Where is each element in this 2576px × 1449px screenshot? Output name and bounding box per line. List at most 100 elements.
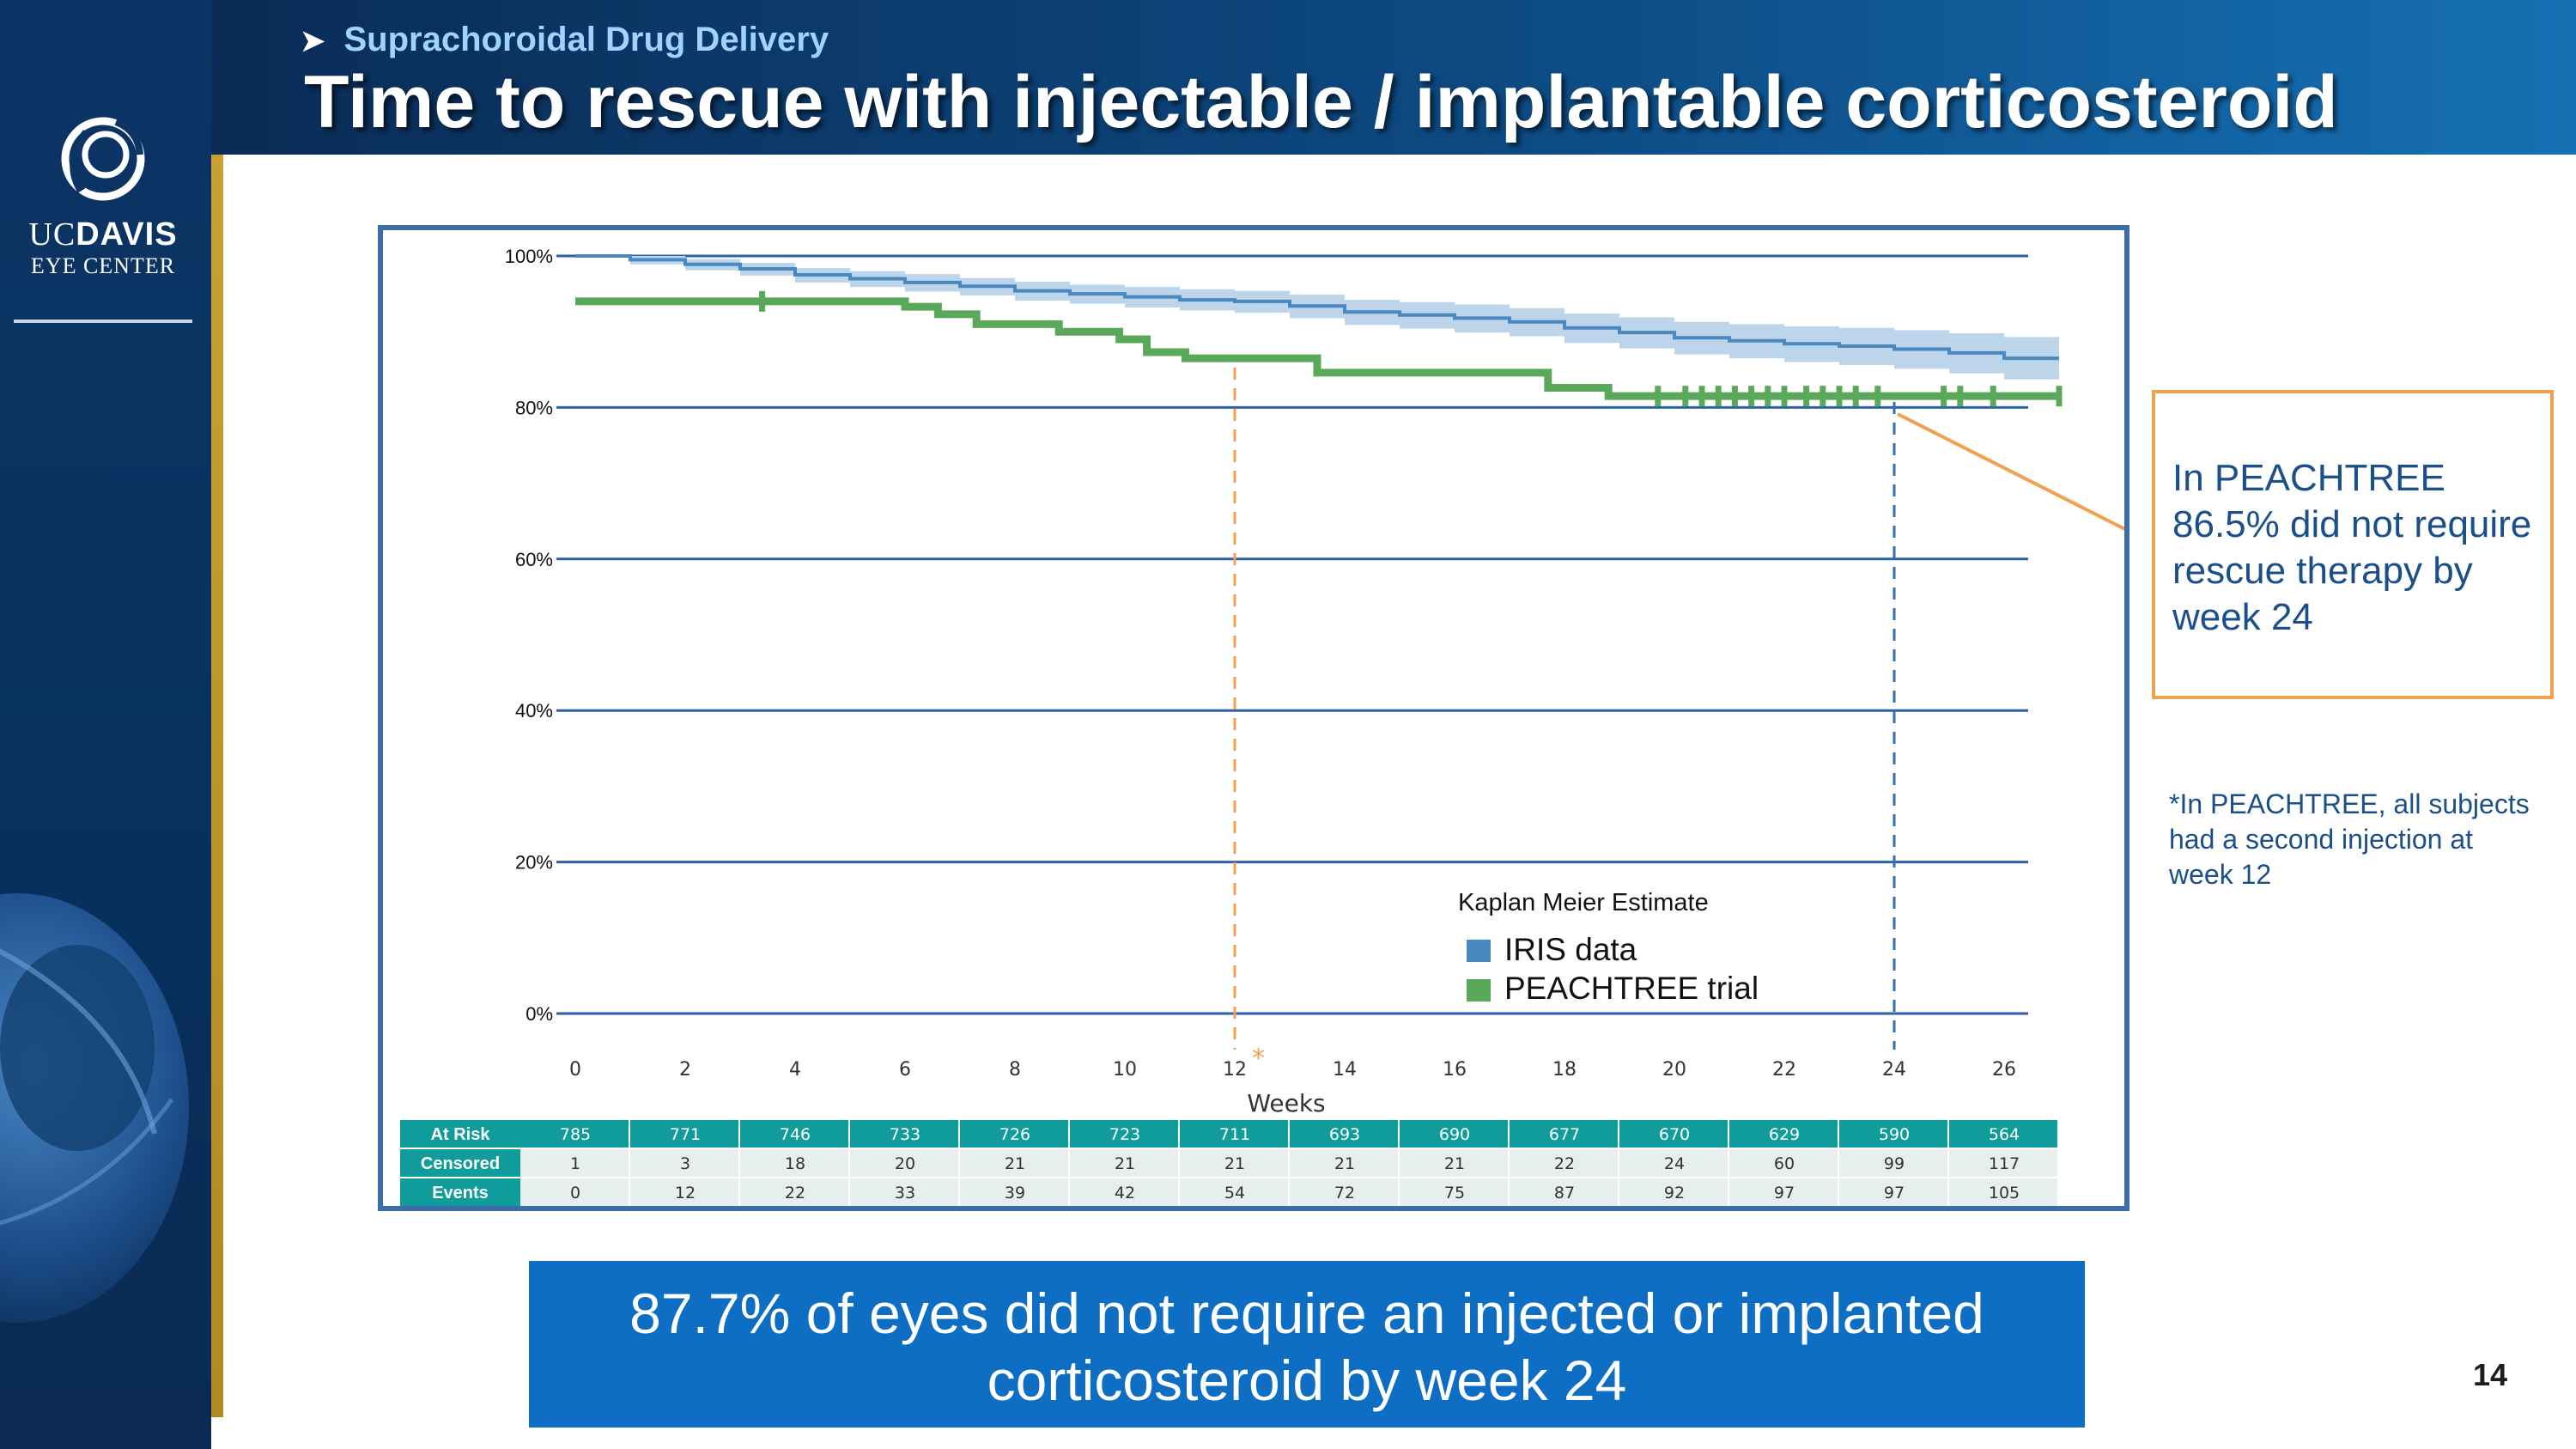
risk-cell-2-3: 33 <box>895 1184 915 1202</box>
legend-swatch-iris <box>1467 940 1491 962</box>
risk-cell-1-0: 1 <box>570 1154 580 1173</box>
callout-arrow <box>1897 412 2124 531</box>
risk-cell-1-4: 21 <box>1005 1154 1025 1173</box>
risk-cell-1-11: 60 <box>1774 1154 1795 1173</box>
risk-cell-0-8: 690 <box>1439 1125 1470 1144</box>
series-lines <box>575 254 2059 400</box>
risk-cell-bg-1-5 <box>1070 1149 1178 1177</box>
y-tick-label-80: 80% <box>515 397 553 418</box>
y-tick-label-100: 100% <box>505 246 553 267</box>
x-tick-asterisk-marker: * <box>1252 1044 1265 1074</box>
risk-cell-1-3: 20 <box>895 1154 915 1173</box>
risk-row-label-1: Censored <box>421 1154 500 1173</box>
risk-cell-bg-0-8 <box>1400 1120 1508 1148</box>
risk-cell-bg-2-6 <box>1180 1178 1288 1206</box>
risk-cell-bg-1-3 <box>850 1149 958 1177</box>
risk-cell-1-1: 3 <box>680 1154 690 1173</box>
slide-title: Time to rescue with injectable / implant… <box>304 61 2338 143</box>
risk-cell-2-8: 75 <box>1444 1184 1465 1202</box>
risk-cell-bg-2-2 <box>740 1178 848 1206</box>
kaplan-meier-chart: 0%20%40%60%80%100% 0 2 4 6 8 10 12 14 16 18 20 22 24… <box>400 246 2124 1206</box>
risk-cell-0-1: 771 <box>670 1125 701 1144</box>
x-tick-label-8: 8 <box>1009 1059 1021 1081</box>
y-tick-labels: 0% 20% 40% 60% 80% 100% <box>505 246 553 1025</box>
risk-cell-bg-1-4 <box>960 1149 1068 1177</box>
risk-cell-2-1: 12 <box>675 1184 696 1202</box>
risk-cell-bg-2-12 <box>1839 1178 1947 1206</box>
risk-cell-bg-1-13 <box>1949 1149 2057 1177</box>
header-band <box>211 0 2576 155</box>
x-tick-label-26: 26 <box>1992 1059 2016 1081</box>
summary-line-1: 87.7% of eyes did not require an injecte… <box>629 1282 1984 1345</box>
section-label: ➤ Suprachoroidal Drug Delivery <box>301 21 829 59</box>
risk-cell-2-10: 92 <box>1664 1184 1685 1202</box>
risk-cell-bg-1-11 <box>1729 1149 1838 1177</box>
y-tick-label-20: 20% <box>515 852 553 874</box>
risk-cell-2-9: 87 <box>1554 1184 1575 1202</box>
logo-swirl-icon <box>61 117 145 201</box>
risk-row-label-cell-0 <box>400 1120 520 1148</box>
risk-cell-0-3: 733 <box>890 1125 920 1144</box>
gold-accent-stripe <box>211 155 223 1417</box>
risk-cell-0-13: 564 <box>1989 1125 2020 1144</box>
risk-cell-bg-0-9 <box>1510 1120 1618 1148</box>
risk-cell-1-8: 21 <box>1444 1154 1465 1173</box>
risk-cell-bg-0-7 <box>1290 1120 1398 1148</box>
risk-cell-bg-0-13 <box>1949 1120 2057 1148</box>
chart-legend: Kaplan Meier Estimate IRIS data PEACHTRE… <box>1458 889 1759 1006</box>
ucdavis-logo: UCDAVIS EYE CENTER <box>17 112 189 279</box>
risk-cell-0-9: 677 <box>1549 1125 1580 1144</box>
risk-cell-1-10: 24 <box>1664 1154 1685 1173</box>
logo-wordmark-light: UC <box>28 216 76 253</box>
risk-cell-0-5: 723 <box>1109 1125 1140 1144</box>
risk-cell-1-13: 117 <box>1989 1154 2020 1173</box>
logo-wordmark: UCDAVIS <box>17 216 189 253</box>
footnote: *In PEACHTREE, all subjects had a second… <box>2169 788 2530 890</box>
section-label-text: Suprachoroidal Drug Delivery <box>343 21 829 58</box>
risk-cell-0-6: 711 <box>1219 1125 1250 1144</box>
risk-cell-bg-1-0 <box>520 1149 629 1177</box>
risk-cell-bg-0-5 <box>1070 1120 1178 1148</box>
y-tick-label-60: 60% <box>515 549 553 570</box>
summary-banner: 87.7% of eyes did not require an injecte… <box>529 1261 2085 1428</box>
risk-cell-2-5: 42 <box>1115 1184 1135 1202</box>
risk-cell-2-13: 105 <box>1989 1184 2020 1202</box>
x-tick-label-20: 20 <box>1662 1059 1686 1081</box>
risk-cell-0-12: 590 <box>1879 1125 1910 1144</box>
risk-cell-bg-2-1 <box>630 1178 738 1206</box>
risk-cell-bg-2-7 <box>1290 1178 1398 1206</box>
risk-cell-1-2: 18 <box>785 1154 805 1173</box>
risk-cell-bg-0-3 <box>850 1120 958 1148</box>
iris-series-line <box>575 254 2059 361</box>
risk-cell-bg-2-11 <box>1729 1178 1838 1206</box>
risk-cell-bg-2-3 <box>850 1178 958 1206</box>
risk-cell-2-12: 97 <box>1884 1184 1905 1202</box>
risk-cell-bg-1-9 <box>1510 1149 1618 1177</box>
risk-row-label-cell-2 <box>400 1178 520 1206</box>
risk-cell-bg-1-2 <box>740 1149 848 1177</box>
risk-cell-bg-2-0 <box>520 1178 629 1206</box>
callout-box: In PEACHTREE 86.5% did not require rescu… <box>2152 390 2554 699</box>
legend-swatch-peachtree <box>1467 979 1491 1002</box>
risk-cell-2-11: 97 <box>1774 1184 1795 1202</box>
risk-cell-bg-0-10 <box>1619 1120 1728 1148</box>
risk-row-label-2: Events <box>432 1184 489 1202</box>
risk-cell-2-7: 72 <box>1334 1184 1355 1202</box>
x-tick-label-4: 4 <box>789 1059 801 1081</box>
logo-wordmark-bold: DAVIS <box>76 216 178 253</box>
logo-divider <box>14 320 192 323</box>
risk-cell-0-10: 670 <box>1659 1125 1690 1144</box>
risk-cell-2-2: 22 <box>785 1184 805 1202</box>
risk-cell-0-11: 629 <box>1769 1125 1800 1144</box>
risk-cell-0-4: 726 <box>999 1125 1030 1144</box>
risk-cell-0-2: 746 <box>780 1125 811 1144</box>
grid-lines <box>556 254 2028 1015</box>
risk-cell-1-12: 99 <box>1884 1154 1905 1173</box>
risk-cell-bg-1-10 <box>1619 1149 1728 1177</box>
risk-cell-2-4: 39 <box>1005 1184 1025 1202</box>
eye-anatomy-illustration <box>0 893 189 1323</box>
risk-row-label-0: At Risk <box>431 1125 491 1144</box>
risk-cell-bg-1-8 <box>1400 1149 1508 1177</box>
risk-cell-1-7: 21 <box>1334 1154 1355 1173</box>
risk-cell-bg-2-10 <box>1619 1178 1728 1206</box>
